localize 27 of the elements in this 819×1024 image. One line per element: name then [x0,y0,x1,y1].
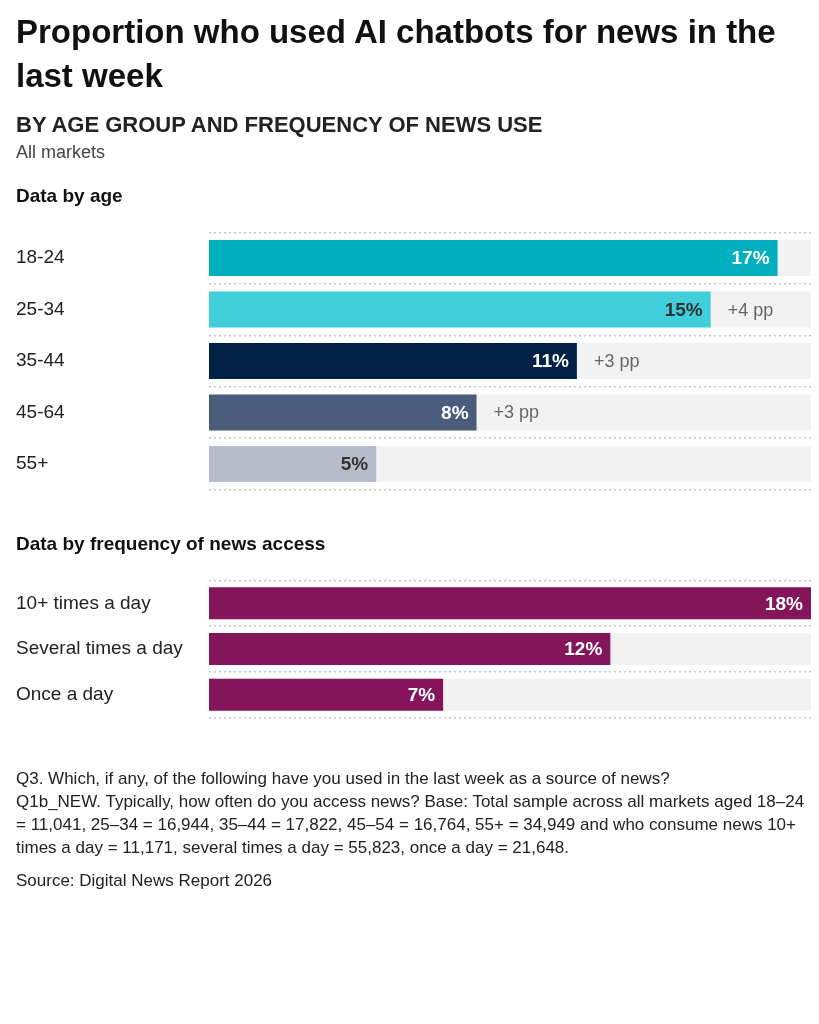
y-tick-label: 55+ [16,452,49,474]
y-tick-label: 25-34 [16,297,66,319]
data-label: 18% [764,592,804,614]
chart-title: Data by age [16,185,124,207]
annotation: +3 pp [493,402,540,423]
data-label: 5% [340,453,369,475]
annotation: +3 pp [593,350,640,371]
data-label: 15% [664,298,703,320]
y-tick-label: 45-64 [16,400,66,422]
data-label: 12% [564,638,603,660]
data-label: 17% [731,247,770,269]
text: Proportion who used AI chatbots for news in the last week [16,12,777,96]
data-label: 11% [531,350,569,372]
text: BY AGE GROUP AND FREQUENCY OF NEWS USE [16,112,544,138]
annotation: +4 pp [727,299,774,320]
y-tick-label: 35-44 [16,349,66,371]
y-tick-label: 10+ times a day [16,591,152,613]
data-label: 8% [441,401,469,423]
text: All markets [16,142,106,163]
source-note: Source: Digital News Report 2026 [16,870,274,892]
chart-title: Data by frequency of news access [16,533,327,555]
text: Q1b_NEW. Typically, how often do you access news? Base: Total sample across all markets aged 18–24 = 11,041, 25–34 = 16,944, 35–44 = 17,822, 45–54 = 16,764, 55+ = 34,949 and who consume news 10+ times a day = 11,171, several times a day = 55,823, once a day = 21,648. [16,791,806,859]
y-tick-label: 18-24 [16,246,66,268]
y-tick-label: Once a day [16,682,114,704]
text: Q3. Which, if any, of the following have you used in the last week as a source of news? [16,768,671,790]
y-tick-label: Several times a day [16,637,184,659]
data-label: 7% [407,683,436,705]
